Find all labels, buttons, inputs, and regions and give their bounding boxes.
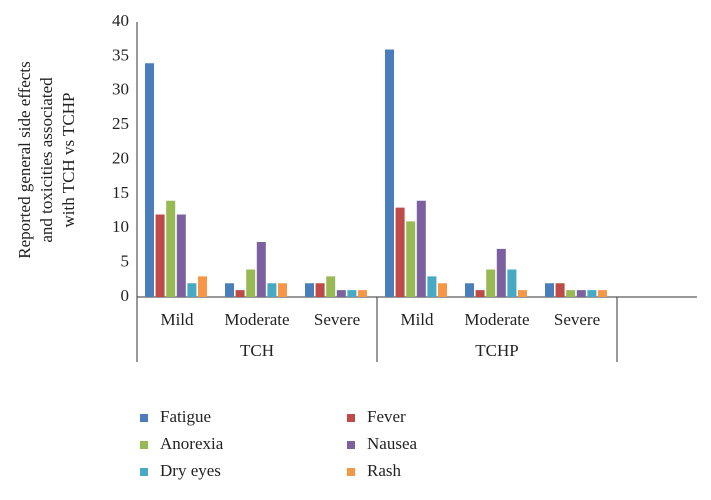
- x-tick-label: Severe: [314, 310, 360, 329]
- bar: [406, 221, 416, 297]
- y-axis-label-line: Reported general side effects: [15, 61, 34, 258]
- x-tick-label: Moderate: [464, 310, 529, 329]
- legend-swatch: [347, 441, 355, 449]
- legend-swatch: [140, 441, 148, 449]
- x-tick-label: Mild: [400, 310, 434, 329]
- legend-label: Rash: [367, 461, 402, 480]
- group-label: TCH: [240, 341, 274, 360]
- bar: [256, 242, 266, 297]
- bar: [545, 283, 554, 297]
- legend-label: Anorexia: [160, 434, 224, 453]
- bar: [566, 290, 576, 297]
- bar: [225, 283, 234, 297]
- legend-label: Nausea: [367, 434, 417, 453]
- legend-label: Fatigue: [160, 407, 211, 426]
- bar: [336, 290, 346, 297]
- x-tick-label: Moderate: [224, 310, 289, 329]
- bar: [427, 276, 437, 297]
- legend-swatch: [140, 468, 148, 476]
- bar: [587, 290, 597, 297]
- x-tick-label: Mild: [160, 310, 194, 329]
- y-tick-label: 10: [112, 217, 129, 236]
- bar: [176, 214, 186, 297]
- bar: [416, 200, 426, 297]
- bar: [358, 290, 367, 297]
- y-tick-label: 25: [112, 114, 129, 133]
- y-tick-label: 0: [121, 286, 130, 305]
- bar: [347, 290, 357, 297]
- y-axis-label: Reported general side effects and toxicit…: [15, 61, 78, 258]
- bar: [305, 283, 314, 297]
- legend-swatch: [347, 468, 355, 476]
- bar: [598, 290, 607, 297]
- bar: [555, 283, 565, 297]
- bar: [315, 283, 325, 297]
- bar: [438, 283, 447, 297]
- bar: [395, 207, 405, 297]
- bar: [326, 276, 336, 297]
- bar: [576, 290, 586, 297]
- bar: [235, 290, 245, 297]
- bar: [166, 200, 176, 297]
- bar: [385, 49, 394, 297]
- y-axis-label-line: and toxicities associated: [37, 77, 56, 243]
- legend-label: Fever: [367, 407, 406, 426]
- bar: [475, 290, 485, 297]
- bar: [145, 63, 154, 297]
- bar: [198, 276, 207, 297]
- bar: [267, 283, 277, 297]
- legend-swatch: [347, 414, 355, 422]
- group-label: TCHP: [475, 341, 518, 360]
- legend-swatch: [140, 414, 148, 422]
- bar: [465, 283, 474, 297]
- bar: [246, 269, 256, 297]
- bar: [155, 214, 165, 297]
- y-tick-label: 30: [112, 80, 129, 99]
- y-tick-label: 35: [112, 45, 129, 64]
- y-tick-label: 15: [112, 183, 129, 202]
- y-tick-label: 5: [121, 252, 130, 271]
- y-tick-label: 20: [112, 148, 129, 167]
- bar: [507, 269, 517, 297]
- bar: [486, 269, 496, 297]
- bar: [518, 290, 527, 297]
- bar: [496, 248, 506, 297]
- y-tick-label: 40: [112, 11, 129, 30]
- x-tick-label: Severe: [554, 310, 600, 329]
- legend-label: Dry eyes: [160, 461, 221, 480]
- bar: [278, 283, 287, 297]
- y-axis-label-line: with TCH vs TCHP: [59, 93, 78, 228]
- bar: [187, 283, 197, 297]
